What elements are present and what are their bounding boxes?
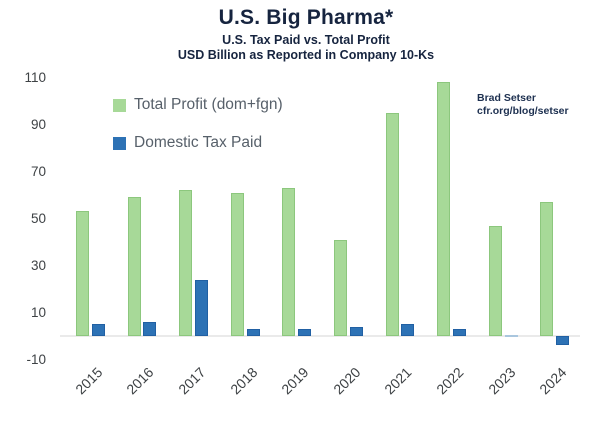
x-axis-label: 2015	[71, 364, 106, 398]
bar-domestic-tax-2023	[504, 335, 518, 337]
bar-total-profit-2021	[385, 112, 399, 336]
x-axis-label: 2023	[484, 364, 519, 398]
bar-total-profit-2022	[437, 82, 451, 336]
bar-total-profit-2019	[282, 187, 296, 336]
y-axis-label: -10	[26, 351, 46, 367]
x-axis-label: 2018	[226, 364, 261, 398]
legend-label-total-profit: Total Profit (dom+fgn)	[134, 96, 283, 113]
legend-swatch-green-icon	[113, 98, 126, 112]
plot-area	[60, 60, 578, 346]
bar-domestic-tax-2018	[246, 328, 260, 336]
bar-total-profit-2015	[76, 211, 89, 336]
bar-domestic-tax-2015	[91, 324, 105, 336]
bar-total-profit-2018	[230, 192, 244, 336]
attribution-author: Brad Setser	[477, 92, 536, 104]
attribution: Brad Setser cfr.org/blog/setser	[477, 92, 569, 118]
bar-domestic-tax-2020	[349, 326, 363, 336]
x-axis-baseline	[60, 334, 580, 337]
bar-total-profit-2023	[488, 225, 502, 336]
y-axis-label: 90	[30, 116, 46, 132]
bar-total-profit-2020	[334, 239, 347, 336]
legend-item-domestic-tax: Domestic Tax Paid	[113, 134, 262, 152]
legend-label-domestic-tax: Domestic Tax Paid	[134, 134, 263, 151]
bar-total-profit-2024	[540, 202, 554, 336]
attribution-url: cfr.org/blog/setser	[477, 105, 569, 117]
bar-domestic-tax-2022	[453, 328, 466, 336]
x-axis-label: 2019	[278, 364, 312, 398]
bar-domestic-tax-2016	[143, 321, 157, 336]
y-axis-label: 30	[30, 257, 46, 273]
chart-subtitle-1: U.S. Tax Paid vs. Total Profit	[222, 33, 390, 47]
bar-domestic-tax-2021	[401, 324, 415, 336]
bar-domestic-tax-2017	[195, 279, 208, 336]
y-axis-label: 70	[30, 163, 46, 179]
legend-item-total-profit: Total Profit (dom+fgn)	[113, 96, 283, 114]
legend-swatch-blue-icon	[113, 136, 126, 150]
x-axis-label: 2021	[381, 364, 415, 398]
x-axis-label: 2017	[175, 364, 209, 398]
bar-total-profit-2017	[179, 190, 193, 336]
bar-domestic-tax-2024	[556, 336, 570, 346]
x-axis-label: 2022	[433, 364, 467, 398]
y-axis-label: 10	[30, 304, 46, 320]
bar-domestic-tax-2019	[298, 328, 312, 336]
bar-total-profit-2016	[127, 197, 141, 336]
x-axis-label: 2020	[329, 364, 364, 398]
x-axis-label: 2016	[123, 364, 157, 398]
x-axis-label: 2024	[536, 364, 570, 398]
page-title: U.S. Big Pharma*	[218, 6, 394, 29]
y-axis-label: 110	[24, 69, 46, 85]
chart-subtitle-2: USD Billion as Reported in Company 10-Ks	[177, 48, 435, 62]
y-axis-label: 50	[30, 210, 46, 226]
